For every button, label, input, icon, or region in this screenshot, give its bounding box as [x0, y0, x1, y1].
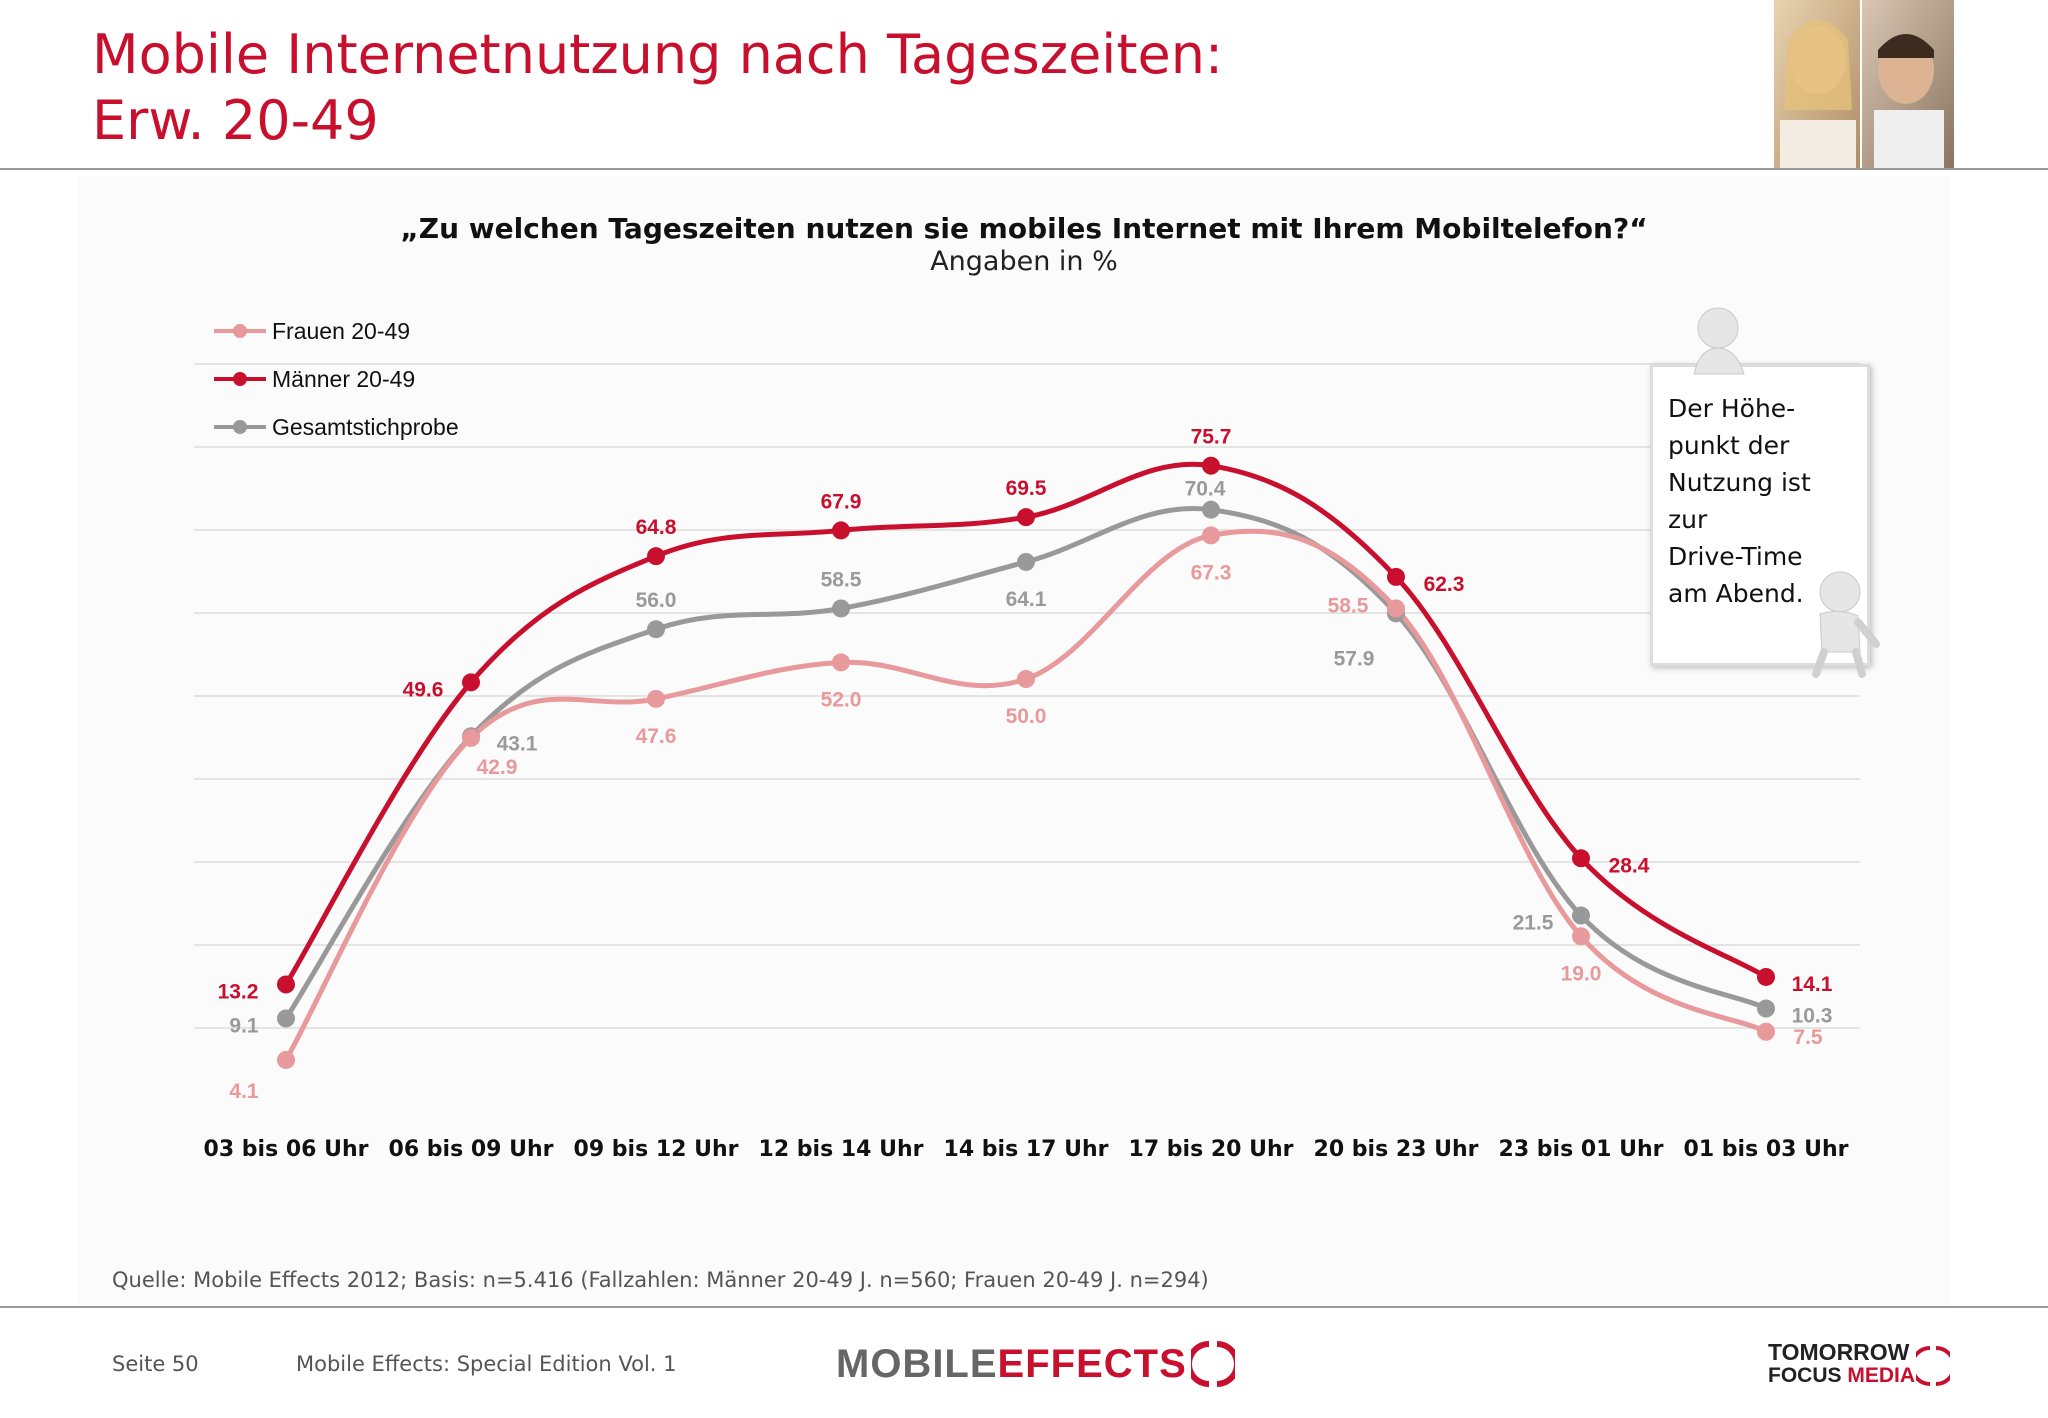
data-point-frauen	[1757, 1022, 1775, 1041]
data-point-maenner	[1387, 567, 1405, 586]
data-label-frauen: 19.0	[1561, 962, 1602, 985]
logo-text-mobile: MOBILE	[836, 1341, 998, 1386]
data-point-maenner	[1202, 456, 1220, 475]
logo-text-media: MEDIA	[1847, 1364, 1916, 1387]
data-label-maenner: 14.1	[1792, 973, 1833, 996]
data-point-gesamt	[1202, 500, 1220, 519]
data-label-maenner: 49.6	[403, 678, 444, 701]
data-point-gesamt	[1572, 906, 1590, 925]
x-tick-label: 17 bis 20 Uhr	[1129, 1137, 1294, 1162]
edition-label: Mobile Effects: Special Edition Vol. 1	[296, 1352, 677, 1376]
data-point-frauen	[462, 728, 480, 747]
header-divider	[0, 168, 2048, 170]
data-point-frauen	[1017, 670, 1035, 688]
data-point-maenner	[1572, 849, 1590, 868]
data-label-gesamt: 56.0	[636, 589, 677, 612]
data-label-maenner: 28.4	[1609, 854, 1650, 877]
note-card	[1650, 364, 1870, 666]
note-text: Der Höhe- punkt der Nutzung ist zur Driv…	[1668, 394, 1811, 608]
data-label-maenner: 64.8	[636, 516, 677, 539]
callout-note: Der Höhe- punkt der Nutzung ist zur Driv…	[1640, 307, 1880, 678]
data-label-frauen: 42.9	[477, 756, 518, 779]
data-label-gesamt: 58.5	[821, 568, 862, 591]
logo-text-focus-media: FOCUS MEDIA	[1768, 1364, 1915, 1388]
x-tick-label: 06 bis 09 Uhr	[389, 1137, 554, 1162]
data-point-gesamt	[277, 1009, 295, 1028]
data-point-frauen	[277, 1050, 295, 1069]
source-note: Quelle: Mobile Effects 2012; Basis: n=5.…	[112, 1268, 1209, 1292]
data-point-maenner	[1017, 508, 1035, 527]
title-line-1: Mobile Internetnutzung nach Tageszeiten:	[92, 23, 1224, 86]
x-tick-label: 03 bis 06 Uhr	[204, 1137, 369, 1162]
data-point-maenner	[832, 521, 850, 540]
people-photo	[1774, 0, 1954, 168]
data-label-frauen: 58.5	[1328, 594, 1369, 617]
mobile-effects-logo: MOBILE EFFECTS	[836, 1336, 1235, 1392]
data-label-frauen: 47.6	[636, 725, 677, 748]
data-point-maenner	[1757, 967, 1775, 986]
gridlines	[194, 363, 1860, 1029]
x-tick-label: 14 bis 17 Uhr	[944, 1137, 1109, 1162]
data-label-gesamt: 10.3	[1792, 1005, 1833, 1028]
data-label-gesamt: 43.1	[497, 732, 538, 755]
logo-ring-small-icon	[1916, 1346, 1950, 1386]
data-label-gesamt: 21.5	[1513, 912, 1554, 935]
data-label-maenner: 67.9	[821, 490, 862, 513]
data-label-maenner: 13.2	[218, 980, 259, 1003]
data-point-frauen	[1202, 526, 1220, 545]
data-label-gesamt: 57.9	[1334, 647, 1375, 670]
data-point-maenner	[647, 547, 665, 566]
legend-item-maenner: Männer 20-49	[212, 364, 415, 394]
data-label-frauen: 67.3	[1191, 561, 1232, 584]
page-number: Seite 50	[112, 1352, 199, 1376]
legend-label-maenner: Männer 20-49	[272, 365, 416, 392]
data-label-maenner: 75.7	[1191, 426, 1232, 449]
title-line-2: Erw. 20-49	[92, 89, 379, 152]
figure-bottom-icon	[1812, 571, 1880, 678]
legend-marker-frauen	[214, 324, 266, 338]
x-tick-label: 20 bis 23 Uhr	[1314, 1137, 1479, 1162]
footer-divider	[0, 1306, 2048, 1308]
tomorrow-focus-media-logo: TOMORROW FOCUS MEDIA	[1768, 1339, 1950, 1388]
data-point-gesamt	[647, 620, 665, 639]
figure-top-icon	[1693, 307, 1745, 375]
legend-label-gesamt: Gesamtstichprobe	[272, 413, 459, 440]
legend-item-gesamt: Gesamtstichprobe	[212, 412, 459, 442]
data-label-frauen: 4.1	[229, 1080, 259, 1103]
data-label-maenner: 62.3	[1424, 573, 1465, 596]
data-point-frauen	[1387, 599, 1405, 618]
legend-item-frauen: Frauen 20-49	[212, 316, 410, 346]
chart-title: „Zu welchen Tageszeiten nutzen sie mobil…	[400, 212, 1648, 245]
data-point-frauen	[832, 653, 850, 672]
data-label-frauen: 52.0	[821, 688, 862, 711]
data-point-maenner	[462, 673, 480, 692]
page-title: Mobile Internetnutzung nach Tageszeiten:…	[92, 22, 1223, 154]
data-point-gesamt	[1017, 552, 1035, 571]
x-tick-label: 23 bis 01 Uhr	[1499, 1137, 1664, 1162]
x-tick-label: 09 bis 12 Uhr	[574, 1137, 739, 1162]
data-label-gesamt: 9.1	[229, 1014, 259, 1037]
data-point-maenner	[277, 975, 295, 994]
data-point-gesamt	[832, 599, 850, 618]
legend-marker-maenner	[214, 372, 266, 386]
logo-text-focus: FOCUS	[1768, 1364, 1848, 1387]
x-tick-label: 12 bis 14 Uhr	[759, 1137, 924, 1162]
data-point-gesamt	[1757, 999, 1775, 1018]
logo-text-effects: EFFECTS	[997, 1341, 1187, 1386]
legend-marker-gesamt	[214, 420, 266, 434]
data-label-gesamt: 70.4	[1185, 478, 1226, 501]
data-label-gesamt: 64.1	[1006, 588, 1047, 611]
data-label-maenner: 69.5	[1006, 477, 1047, 500]
data-label-frauen: 7.5	[1793, 1026, 1823, 1049]
x-tick-label: 01 bis 03 Uhr	[1684, 1137, 1849, 1162]
logo-text-tomorrow: TOMORROW	[1768, 1339, 1910, 1365]
data-label-frauen: 50.0	[1006, 705, 1047, 728]
logo-ring-icon	[1190, 1341, 1235, 1387]
data-point-frauen	[647, 689, 665, 708]
chart-subtitle: Angaben in %	[930, 246, 1118, 277]
data-point-frauen	[1572, 927, 1590, 946]
legend-label-frauen: Frauen 20-49	[272, 317, 411, 344]
